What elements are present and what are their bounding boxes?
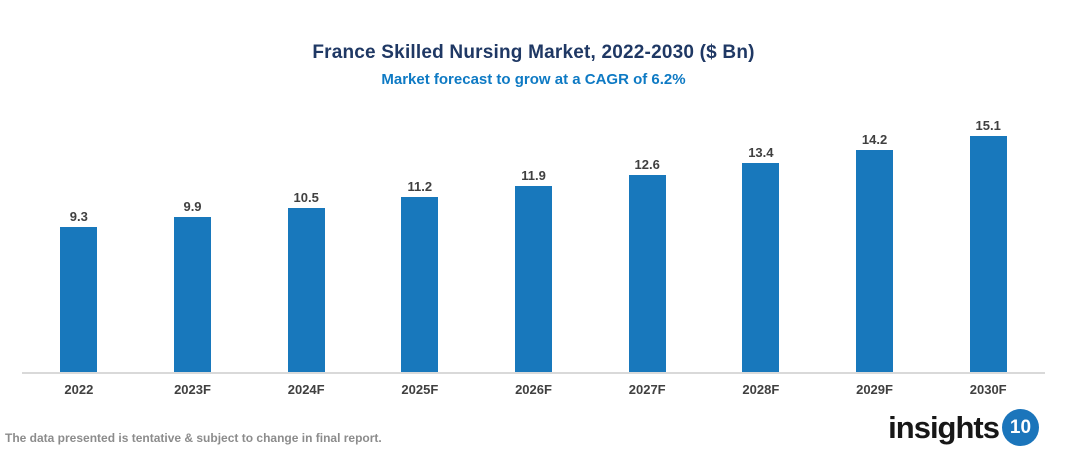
bar-value-label: 14.2	[861, 132, 888, 147]
bar-value-label: 9.3	[69, 209, 88, 224]
x-axis-label-2024F: 2024F	[287, 382, 325, 397]
bar-value-label: 11.2	[407, 179, 433, 194]
bar-2023F	[174, 217, 211, 372]
chart-subtitle: Market forecast to grow at a CAGR of 6.2…	[381, 71, 686, 88]
bar-2028F	[742, 163, 780, 372]
bar-chart: 9.3 9.9 10.5 11.2 11.9 12.6 13.4 14.2 15.1 2022 2…	[22, 118, 1045, 397]
bar-value-label: 9.9	[183, 199, 202, 214]
bar-2027F	[628, 175, 666, 372]
bar-column: 14.2	[818, 132, 932, 372]
bar-2024F	[287, 208, 325, 372]
bar-value-label: 10.5	[293, 190, 319, 205]
plot-area: 9.3 9.9 10.5 11.2 11.9 12.6 13.4 14.2 15.1	[22, 118, 1045, 374]
bar-value-label: 11.9	[521, 168, 546, 183]
logo-text: insights	[888, 409, 1000, 445]
bar-value-label: 13.4	[748, 145, 774, 160]
x-axis-label-2022: 2022	[64, 382, 94, 397]
chart-header: France Skilled Nursing Market, 2022-2030…	[0, 0, 1067, 88]
insights10-logo: insights 10	[888, 409, 1039, 446]
x-axis-labels: 2022 2023F 2024F 2025F 2026F 2027F 2028F 2029F 2…	[22, 382, 1045, 397]
bar-column: 11.9	[477, 168, 591, 372]
x-axis-label-2023F: 2023F	[174, 382, 211, 397]
bar-2030F	[969, 136, 1007, 372]
bar-value-label: 15.1	[975, 118, 1001, 133]
chart-title: France Skilled Nursing Market, 2022-2030…	[312, 42, 755, 63]
logo-badge: 10	[1002, 409, 1039, 446]
x-axis-label-2028F: 2028F	[742, 382, 780, 397]
x-axis-label-2025F: 2025F	[401, 382, 439, 397]
bar-column: 13.4	[704, 145, 818, 372]
x-axis-label-2027F: 2027F	[628, 382, 666, 397]
bar-column: 12.6	[590, 157, 704, 372]
x-axis-label-2029F: 2029F	[856, 382, 893, 397]
bar-column: 15.1	[931, 118, 1045, 372]
bar-2025F	[401, 197, 439, 372]
bar-column: 9.9	[136, 199, 250, 372]
bar-2029F	[856, 150, 894, 372]
bar-value-label: 12.6	[634, 157, 660, 172]
x-axis-label-2026F: 2026F	[515, 382, 552, 397]
footer-disclaimer: The data presented is tentative & subjec…	[5, 431, 382, 445]
bar-2026F	[515, 186, 553, 372]
bar-column: 10.5	[249, 190, 363, 372]
x-axis-label-2030F: 2030F	[969, 382, 1007, 397]
bar-2022	[60, 227, 98, 372]
bar-column: 11.2	[363, 179, 477, 372]
bar-column: 9.3	[22, 209, 136, 372]
